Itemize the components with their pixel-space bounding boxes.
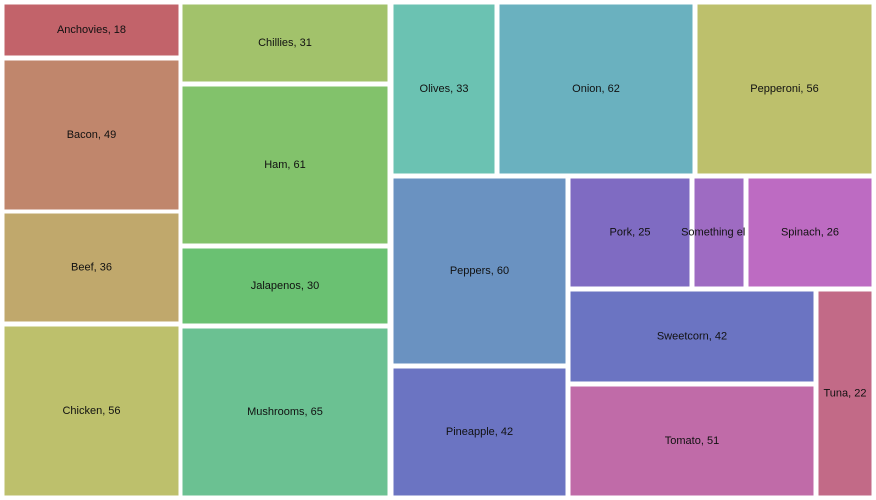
- treemap-cell-tomato: Tomato, 51: [567, 383, 817, 499]
- treemap-cell-olives: Olives, 33: [390, 1, 498, 177]
- treemap-rect-pineapple: [390, 365, 569, 499]
- treemap-label-pepperoni: Pepperoni, 56: [750, 83, 819, 95]
- treemap-cell-sweetcorn: Sweetcorn, 42: [567, 288, 817, 385]
- treemap-label-pineapple: Pineapple, 42: [446, 426, 513, 438]
- treemap-cell-something-else: Something else: [681, 175, 757, 290]
- treemap-rect-ham: [179, 83, 391, 247]
- treemap-cell-jalapenos: Jalapenos, 30: [179, 245, 391, 327]
- treemap-label-chillies: Chillies, 31: [258, 37, 312, 49]
- treemap-cell-spinach: Spinach, 26: [745, 175, 875, 290]
- treemap-label-beef: Beef, 36: [71, 261, 112, 273]
- treemap-cell-ham: Ham, 61: [179, 83, 391, 247]
- treemap-cell-mushrooms: Mushrooms, 65: [179, 325, 391, 499]
- treemap-cell-anchovies: Anchovies, 18: [1, 1, 182, 59]
- treemap-rect-pepperoni: [694, 1, 875, 177]
- treemap-rect-mushrooms: [179, 325, 391, 499]
- treemap-cell-bacon: Bacon, 49: [1, 57, 182, 213]
- treemap-cell-chillies: Chillies, 31: [179, 1, 391, 85]
- treemap-label-tomato: Tomato, 51: [665, 435, 719, 447]
- treemap-label-pork: Pork, 25: [610, 226, 651, 238]
- treemap-label-anchovies: Anchovies, 18: [57, 24, 126, 36]
- treemap-label-chicken: Chicken, 56: [62, 405, 120, 417]
- treemap-label-onion: Onion, 62: [572, 83, 620, 95]
- treemap-label-bacon: Bacon, 49: [67, 129, 117, 141]
- treemap-label-olives: Olives, 33: [420, 83, 469, 95]
- treemap-cell-beef: Beef, 36: [1, 210, 182, 325]
- treemap-cell-peppers: Peppers, 60: [390, 175, 569, 367]
- treemap-cell-pork: Pork, 25: [567, 175, 693, 290]
- treemap-rect-tuna: [815, 288, 875, 499]
- treemap-label-something-else: Something else: [681, 226, 757, 238]
- treemap-rect-beef: [1, 210, 182, 325]
- treemap-rect-spinach: [745, 175, 875, 290]
- treemap-label-sweetcorn: Sweetcorn, 42: [657, 330, 727, 342]
- treemap-rect-pork: [567, 175, 693, 290]
- treemap-rect-something-else: [691, 175, 747, 290]
- treemap-rect-onion: [496, 1, 696, 177]
- treemap-rect-peppers: [390, 175, 569, 367]
- treemap-rect-sweetcorn: [567, 288, 817, 385]
- treemap-rect-anchovies: [1, 1, 182, 59]
- treemap-label-tuna: Tuna, 22: [823, 387, 866, 399]
- treemap-label-spinach: Spinach, 26: [781, 226, 839, 238]
- treemap-label-jalapenos: Jalapenos, 30: [251, 280, 320, 292]
- treemap-cell-tuna: Tuna, 22: [815, 288, 875, 499]
- treemap-label-ham: Ham, 61: [264, 159, 306, 171]
- treemap-rect-bacon: [1, 57, 182, 213]
- treemap-cell-onion: Onion, 62: [496, 1, 696, 177]
- treemap-label-peppers: Peppers, 60: [450, 265, 509, 277]
- treemap-rect-tomato: [567, 383, 817, 499]
- treemap-rect-chillies: [179, 1, 391, 85]
- treemap-cell-pineapple: Pineapple, 42: [390, 365, 569, 499]
- treemap-label-mushrooms: Mushrooms, 65: [247, 406, 323, 418]
- treemap-rect-jalapenos: [179, 245, 391, 327]
- treemap-cell-chicken: Chicken, 56: [1, 323, 182, 499]
- treemap-rect-olives: [390, 1, 498, 177]
- treemap-cell-pepperoni: Pepperoni, 56: [694, 1, 875, 177]
